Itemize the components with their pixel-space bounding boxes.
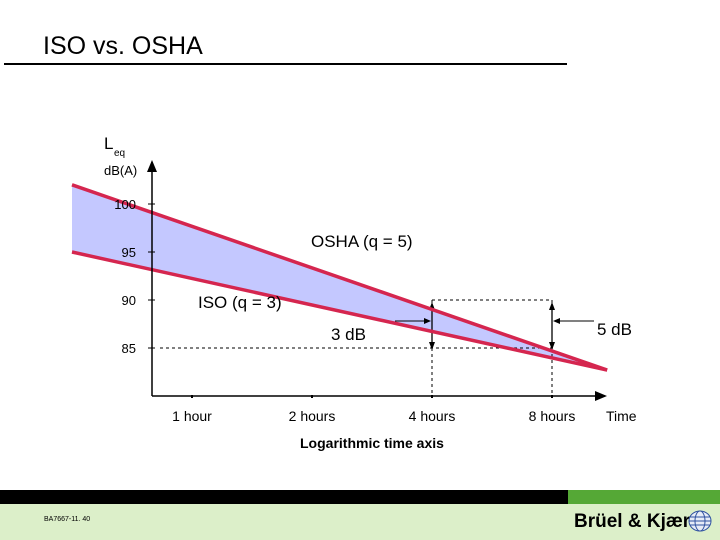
footer-dark-band xyxy=(0,490,568,504)
y-tick-label: 100 xyxy=(114,197,136,212)
y-tick-label: 85 xyxy=(122,341,136,356)
footer-green-band xyxy=(568,490,720,504)
x-axis-arrowhead xyxy=(595,391,607,401)
series-line-iso xyxy=(71,183,608,372)
series-line-osha xyxy=(71,250,608,372)
y-axis-label-subscript: eq xyxy=(114,148,125,159)
x-tick-mark xyxy=(311,395,313,398)
footer: BA7667-11. 40 Brüel & Kjær xyxy=(0,490,720,540)
x-tick-mark xyxy=(551,395,553,398)
series-label-iso: ISO (q = 3) xyxy=(198,293,282,312)
annotation-3db-arrowhead xyxy=(424,318,431,324)
series-label-osha: OSHA (q = 5) xyxy=(311,232,413,251)
dimension-arrowhead-down xyxy=(429,342,435,350)
dimension-arrowhead-up xyxy=(549,302,555,310)
series-lines xyxy=(71,183,608,372)
x-tick-label: 4 hours xyxy=(409,408,456,424)
x-tick-mark xyxy=(191,395,193,398)
x-tick-mark xyxy=(431,395,433,398)
y-axis-arrowhead xyxy=(147,160,157,172)
y-axis-unit: dB(A) xyxy=(104,163,137,178)
annotation-5db: 5 dB xyxy=(597,320,632,339)
x-axis-caption: Logarithmic time axis xyxy=(300,435,444,451)
vertical-guides xyxy=(429,299,555,396)
annotation-3db: 3 dB xyxy=(331,325,366,344)
footer-document-code: BA7667-11. 40 xyxy=(44,516,91,523)
annotation-5db-arrowhead xyxy=(553,318,560,324)
logo-wordmark: Brüel & Kjær xyxy=(574,511,691,532)
title-underline xyxy=(4,63,567,65)
x-tick-label: 1 hour xyxy=(172,408,212,424)
y-axis-label: L xyxy=(104,134,113,153)
globe-icon xyxy=(688,510,712,532)
y-tick-label: 90 xyxy=(122,293,136,308)
dimension-arrowhead-down xyxy=(549,342,555,350)
y-tick-label: 95 xyxy=(122,245,136,260)
company-logo: Brüel & Kjær xyxy=(560,506,718,536)
x-ticks: 1 hour 2 hours 4 hours 8 hours xyxy=(172,395,575,424)
x-axis-end-label: Time xyxy=(606,408,637,424)
x-tick-label: 8 hours xyxy=(529,408,576,424)
y-ticks: 100 95 90 85 xyxy=(114,197,155,356)
x-tick-label: 2 hours xyxy=(289,408,336,424)
slide-title: ISO vs. OSHA xyxy=(43,32,203,60)
footer-light-band xyxy=(0,504,720,540)
